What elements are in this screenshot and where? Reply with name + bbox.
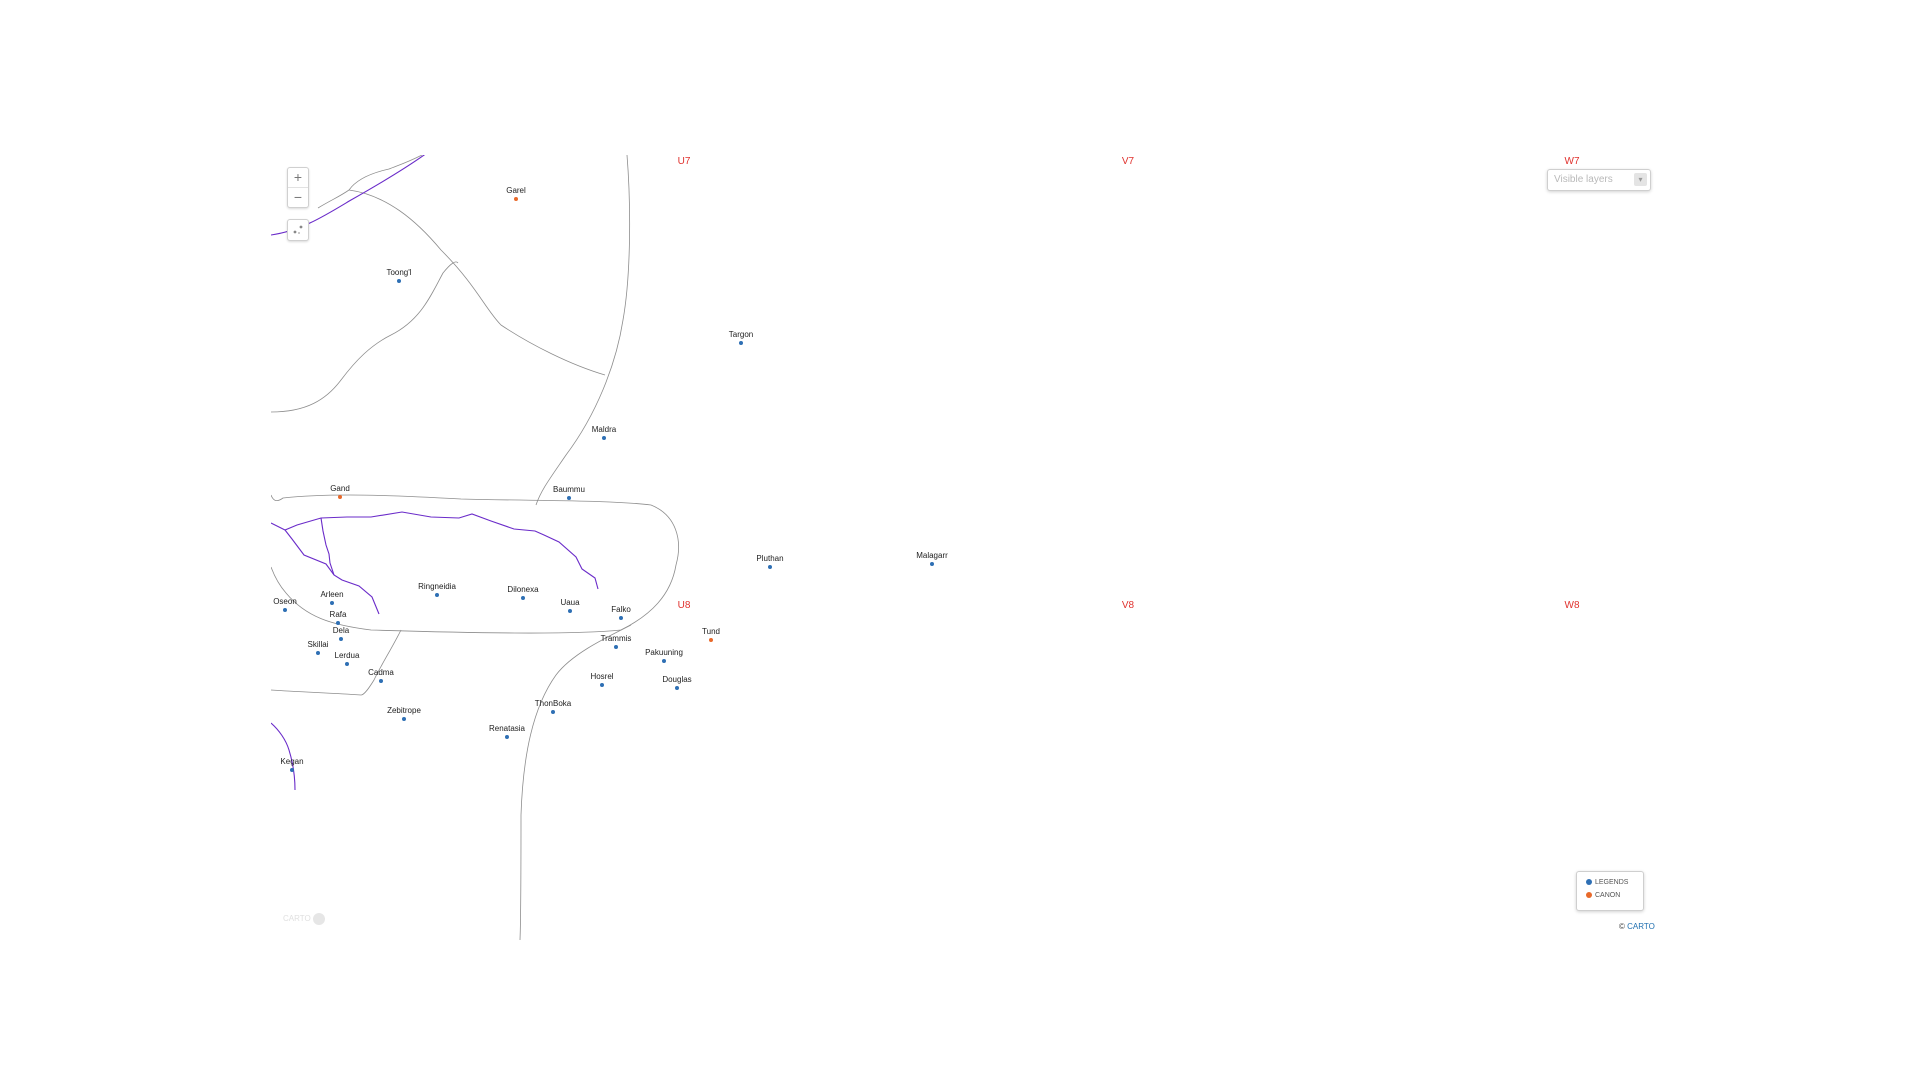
grid-label-u7: U7 <box>678 156 691 167</box>
place-label: Rafa <box>330 610 347 619</box>
region-border <box>271 494 679 634</box>
place-label: Hosrel <box>590 672 613 681</box>
place-label: Douglas <box>662 675 691 684</box>
place-marker[interactable] <box>283 608 287 612</box>
region-border <box>519 624 632 940</box>
place-marker[interactable] <box>662 659 666 663</box>
grid-label-v8: V8 <box>1122 600 1135 611</box>
region-border <box>535 155 631 506</box>
place-marker[interactable] <box>768 565 772 569</box>
place-label: Arleen <box>320 590 343 599</box>
place-label: Tund <box>702 627 720 636</box>
hyperspace-routes <box>271 155 599 791</box>
place-marker[interactable] <box>930 562 934 566</box>
route-line <box>320 517 335 576</box>
route-line <box>271 722 296 791</box>
carto-logo-icon <box>312 913 325 925</box>
map-attribution: © CARTO <box>1619 922 1655 931</box>
place-label: Toong'l <box>386 268 411 277</box>
attribution-prefix: © <box>1619 922 1628 931</box>
legend-label: CANON <box>1595 892 1621 899</box>
grid-label-w8: W8 <box>1565 600 1580 611</box>
chevron-down-icon[interactable]: ▾ <box>1634 173 1647 186</box>
place-label: Uaua <box>560 598 580 607</box>
place-label: Lerdua <box>335 651 360 660</box>
place-label: Dilonexa <box>507 585 539 594</box>
place-marker[interactable] <box>316 651 320 655</box>
grid-labels: U7 V7 W7 U8 V8 W8 <box>678 156 1580 611</box>
region-border <box>348 155 423 191</box>
place-marker[interactable] <box>379 679 383 683</box>
place-marker[interactable] <box>330 601 334 605</box>
place-marker[interactable] <box>739 341 743 345</box>
place-label: Ringneidia <box>418 582 456 591</box>
place-marker[interactable] <box>568 609 572 613</box>
grid-label-w7: W7 <box>1565 156 1580 167</box>
place-marker[interactable] <box>567 496 571 500</box>
region-border <box>271 629 402 696</box>
route-line <box>271 511 599 590</box>
place-marker[interactable] <box>619 616 623 620</box>
place-marker[interactable] <box>435 593 439 597</box>
place-marker[interactable] <box>521 596 525 600</box>
place-marker[interactable] <box>336 621 340 625</box>
zoom-control: + − <box>287 167 309 208</box>
carto-attribution-link[interactable]: CARTO <box>1627 922 1655 931</box>
locate-icon <box>293 225 303 234</box>
legend-dot-icon <box>1586 879 1592 886</box>
carto-logo: CARTO <box>283 913 325 925</box>
locate-button[interactable] <box>287 219 309 241</box>
place-marker[interactable] <box>675 686 679 690</box>
place-marker[interactable] <box>600 683 604 687</box>
zoom-in-button[interactable]: + <box>293 169 303 185</box>
visible-layers-select[interactable]: Visible layers ▾ <box>1547 169 1651 191</box>
map-canvas[interactable]: U7 V7 W7 U8 V8 W8 Garel Toong'l Targon Maldra Gan… <box>271 155 1668 940</box>
place-label: Garel <box>506 186 526 195</box>
place-label: Oseon <box>273 597 297 606</box>
place-label: Malagarr <box>916 551 948 560</box>
region-borders <box>271 155 679 940</box>
place-marker[interactable] <box>709 638 713 642</box>
region-border <box>317 189 606 376</box>
place-label: Baummu <box>553 485 585 494</box>
legend-item-canon: CANON <box>1586 892 1620 899</box>
legend-label: LEGENDS <box>1595 879 1629 886</box>
place-label: Renatasia <box>489 724 526 733</box>
grid-label-u8: U8 <box>678 600 691 611</box>
legend-item-legends: LEGENDS <box>1586 879 1628 886</box>
place-marker[interactable] <box>551 710 555 714</box>
place-label: Pakuuning <box>645 648 683 657</box>
place-label: Gand <box>330 484 350 493</box>
place-marker[interactable] <box>339 637 343 641</box>
visible-layers-placeholder: Visible layers <box>1554 174 1613 185</box>
place-label: Trammis <box>601 634 632 643</box>
place-label: Kegan <box>280 757 303 766</box>
place-label: Zebitrope <box>387 706 421 715</box>
place-label: Maldra <box>592 425 617 434</box>
place-marker[interactable] <box>345 662 349 666</box>
place-marker[interactable] <box>602 436 606 440</box>
place-label: Targon <box>729 330 753 339</box>
place-label: Dela <box>333 626 350 635</box>
place-marker[interactable] <box>402 717 406 721</box>
carto-logo-text: CARTO <box>283 914 311 924</box>
place-marker[interactable] <box>505 735 509 739</box>
place-label: ThonBoka <box>535 699 572 708</box>
map-legend: LEGENDS CANON <box>1576 871 1644 911</box>
place-marker[interactable] <box>397 279 401 283</box>
zoom-out-button[interactable]: − <box>288 187 308 207</box>
place-marker[interactable] <box>290 768 294 772</box>
places-layer: Garel Toong'l Targon Maldra Gand Baummu Plutha… <box>273 186 948 772</box>
place-label: Skillai <box>308 640 329 649</box>
place-label: Pluthan <box>756 554 783 563</box>
place-marker[interactable] <box>338 495 342 499</box>
place-marker[interactable] <box>514 197 518 201</box>
region-border <box>271 261 459 413</box>
place-marker[interactable] <box>614 645 618 649</box>
grid-label-v7: V7 <box>1122 156 1135 167</box>
place-label: Cadma <box>368 668 394 677</box>
legend-dot-icon <box>1586 892 1592 899</box>
place-label: Falko <box>611 605 631 614</box>
map-viewport[interactable]: U7 V7 W7 U8 V8 W8 Garel Toong'l Targon Maldra Gan… <box>271 155 1668 940</box>
